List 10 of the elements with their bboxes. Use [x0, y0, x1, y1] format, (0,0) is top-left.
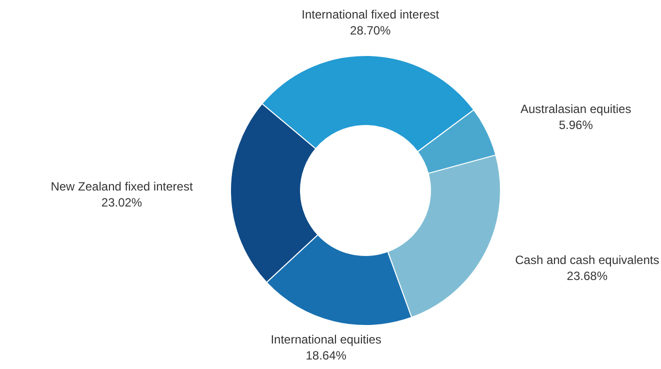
data-label: 23.68%	[566, 268, 608, 283]
slice-label: International fixed interest	[302, 8, 440, 22]
data-label: 5.96%	[558, 118, 594, 132]
slice-label: International equities	[270, 332, 382, 346]
slice-label: Cash and cash equivalents	[515, 252, 660, 267]
data-label: 18.64%	[306, 348, 347, 362]
slice-label: New Zealand fixed interest	[50, 180, 194, 194]
data-label: 28.70%	[350, 24, 392, 38]
slice-label: Australasian equities	[520, 102, 632, 116]
data-label: 23.02%	[101, 196, 142, 210]
